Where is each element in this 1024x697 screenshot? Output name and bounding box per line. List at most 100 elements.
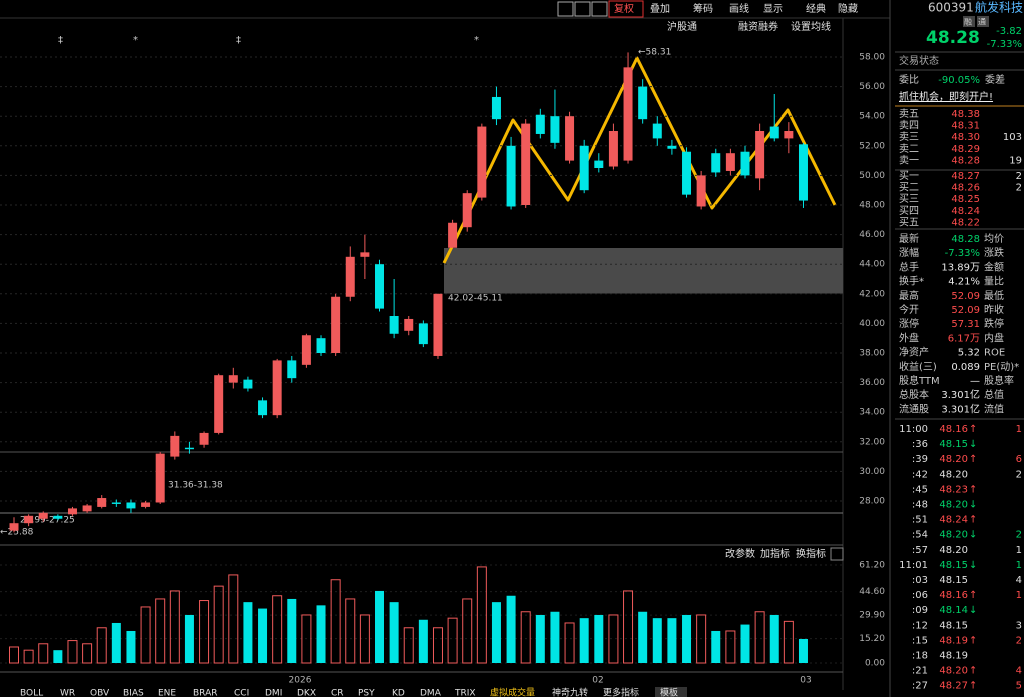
trade-price: 48.15	[939, 620, 968, 631]
toolbar-button[interactable]: 显示	[763, 3, 783, 15]
candle-body	[375, 264, 384, 309]
trade-dir: ↑	[969, 681, 977, 692]
tab[interactable]: PSY	[358, 689, 375, 697]
toolbar-button[interactable]: 画线	[729, 2, 749, 15]
toolbar-button[interactable]: 隐藏	[838, 3, 858, 15]
annotation: ←58.31	[638, 48, 671, 58]
tab[interactable]: CR	[331, 689, 344, 697]
candle-body	[53, 515, 63, 519]
candle-body	[111, 502, 121, 504]
candle-body	[506, 145, 516, 207]
tab[interactable]: TRIX	[454, 689, 476, 697]
y-tick-label: 42.00	[859, 289, 885, 299]
candle-body	[725, 153, 735, 171]
banner[interactable]: 抓住机会，即刻开户!	[899, 90, 993, 103]
toolbar-button[interactable]: 筹码	[693, 2, 713, 15]
stat-value: —	[970, 376, 980, 387]
volume-bar	[418, 619, 428, 663]
book-label: 买四	[899, 205, 919, 217]
stat-label: 总股本	[899, 388, 929, 401]
trade-price: 48.24	[939, 515, 968, 526]
book-label: 买三	[899, 193, 919, 205]
trade-time: :39	[912, 454, 928, 465]
stat-label: 金额	[984, 260, 1004, 273]
trade-price: 48.15	[939, 560, 968, 571]
button-frame	[608, 0, 644, 18]
sub-button[interactable]: 融资融券	[738, 20, 778, 33]
panel-button[interactable]: 换指标	[796, 547, 826, 560]
book-label: 卖三	[899, 131, 919, 143]
tab[interactable]: 神奇九转	[552, 687, 588, 697]
candle-body	[184, 447, 194, 450]
tab[interactable]: BIAS	[123, 689, 144, 697]
tab[interactable]: KD	[392, 689, 405, 697]
panel-button[interactable]: 加指标	[760, 547, 790, 560]
badge	[977, 16, 989, 27]
book-label: 买二	[899, 182, 919, 194]
annotation: ←25.88	[0, 528, 34, 538]
stat-value: 3.301亿	[941, 402, 980, 415]
candle-body	[711, 153, 721, 173]
tab[interactable]: 虚拟成交量	[490, 687, 535, 697]
tab[interactable]: BOLL	[20, 689, 43, 697]
volume-bar	[550, 611, 560, 663]
toolbar-button[interactable]: 复权	[614, 2, 634, 15]
volume-bar	[155, 598, 166, 664]
marker: ‡	[236, 35, 241, 46]
trade-time: :57	[912, 545, 928, 556]
status: 交易状态	[899, 54, 939, 67]
panel-button[interactable]: 改参数	[725, 547, 755, 560]
book-volume: 19	[1009, 155, 1022, 166]
volume-bar	[594, 614, 604, 663]
candle-body	[228, 375, 238, 383]
volume-bar	[111, 622, 121, 663]
icon[interactable]	[574, 1, 591, 17]
trade-time: :54	[912, 530, 928, 541]
tab[interactable]: DMI	[265, 689, 282, 697]
tab[interactable]: DMA	[420, 689, 442, 697]
change-pct: -7.33%	[987, 39, 1022, 50]
close-box[interactable]	[830, 547, 844, 561]
tab[interactable]: ENE	[158, 689, 176, 697]
icon[interactable]	[557, 1, 574, 17]
stat-label: 换手*	[899, 275, 924, 288]
candle-body	[579, 145, 589, 191]
tab[interactable]: WR	[60, 689, 75, 697]
icon[interactable]	[591, 1, 608, 17]
sub-button[interactable]: 沪股通	[667, 20, 697, 33]
volume-bar	[301, 614, 312, 664]
stat-value: 6.17万	[948, 333, 980, 344]
stat-label: 流值	[984, 402, 1004, 415]
stat-label: 内盘	[984, 331, 1004, 344]
tab[interactable]: DKX	[297, 689, 316, 697]
book-label: 卖五	[899, 108, 919, 120]
trade-dir: ↓	[969, 605, 977, 616]
tab[interactable]: 模板	[660, 687, 678, 697]
volume-bar	[359, 614, 370, 664]
book-price: 48.27	[951, 171, 980, 182]
candle-body	[258, 400, 268, 416]
candle-body	[652, 123, 662, 139]
volume-bar	[579, 618, 589, 663]
tab[interactable]: 更多指标	[603, 687, 639, 697]
tab[interactable]: OBV	[90, 689, 110, 697]
trade-price: 48.16	[939, 590, 968, 601]
tab[interactable]: CCI	[234, 689, 249, 697]
volume-bar	[184, 614, 194, 663]
trade-price: 48.20	[939, 545, 968, 556]
book-price: 48.22	[951, 217, 980, 228]
volume-bar	[287, 598, 297, 663]
y-tick-label: 56.00	[859, 82, 885, 92]
sub-button[interactable]: 设置均线	[791, 20, 831, 33]
volume-bar	[38, 643, 49, 664]
tab[interactable]: BRAR	[193, 689, 217, 697]
trade-volume: 1	[1016, 545, 1022, 556]
trade-time: :36	[912, 439, 928, 450]
candle-body	[287, 360, 297, 379]
candle-body	[170, 435, 180, 457]
volume-bar	[711, 630, 721, 663]
toolbar-button[interactable]: 经典	[806, 2, 826, 15]
badge-text: 融	[964, 17, 972, 27]
toolbar-button[interactable]: 叠加	[650, 3, 670, 15]
candle-body	[141, 502, 151, 507]
